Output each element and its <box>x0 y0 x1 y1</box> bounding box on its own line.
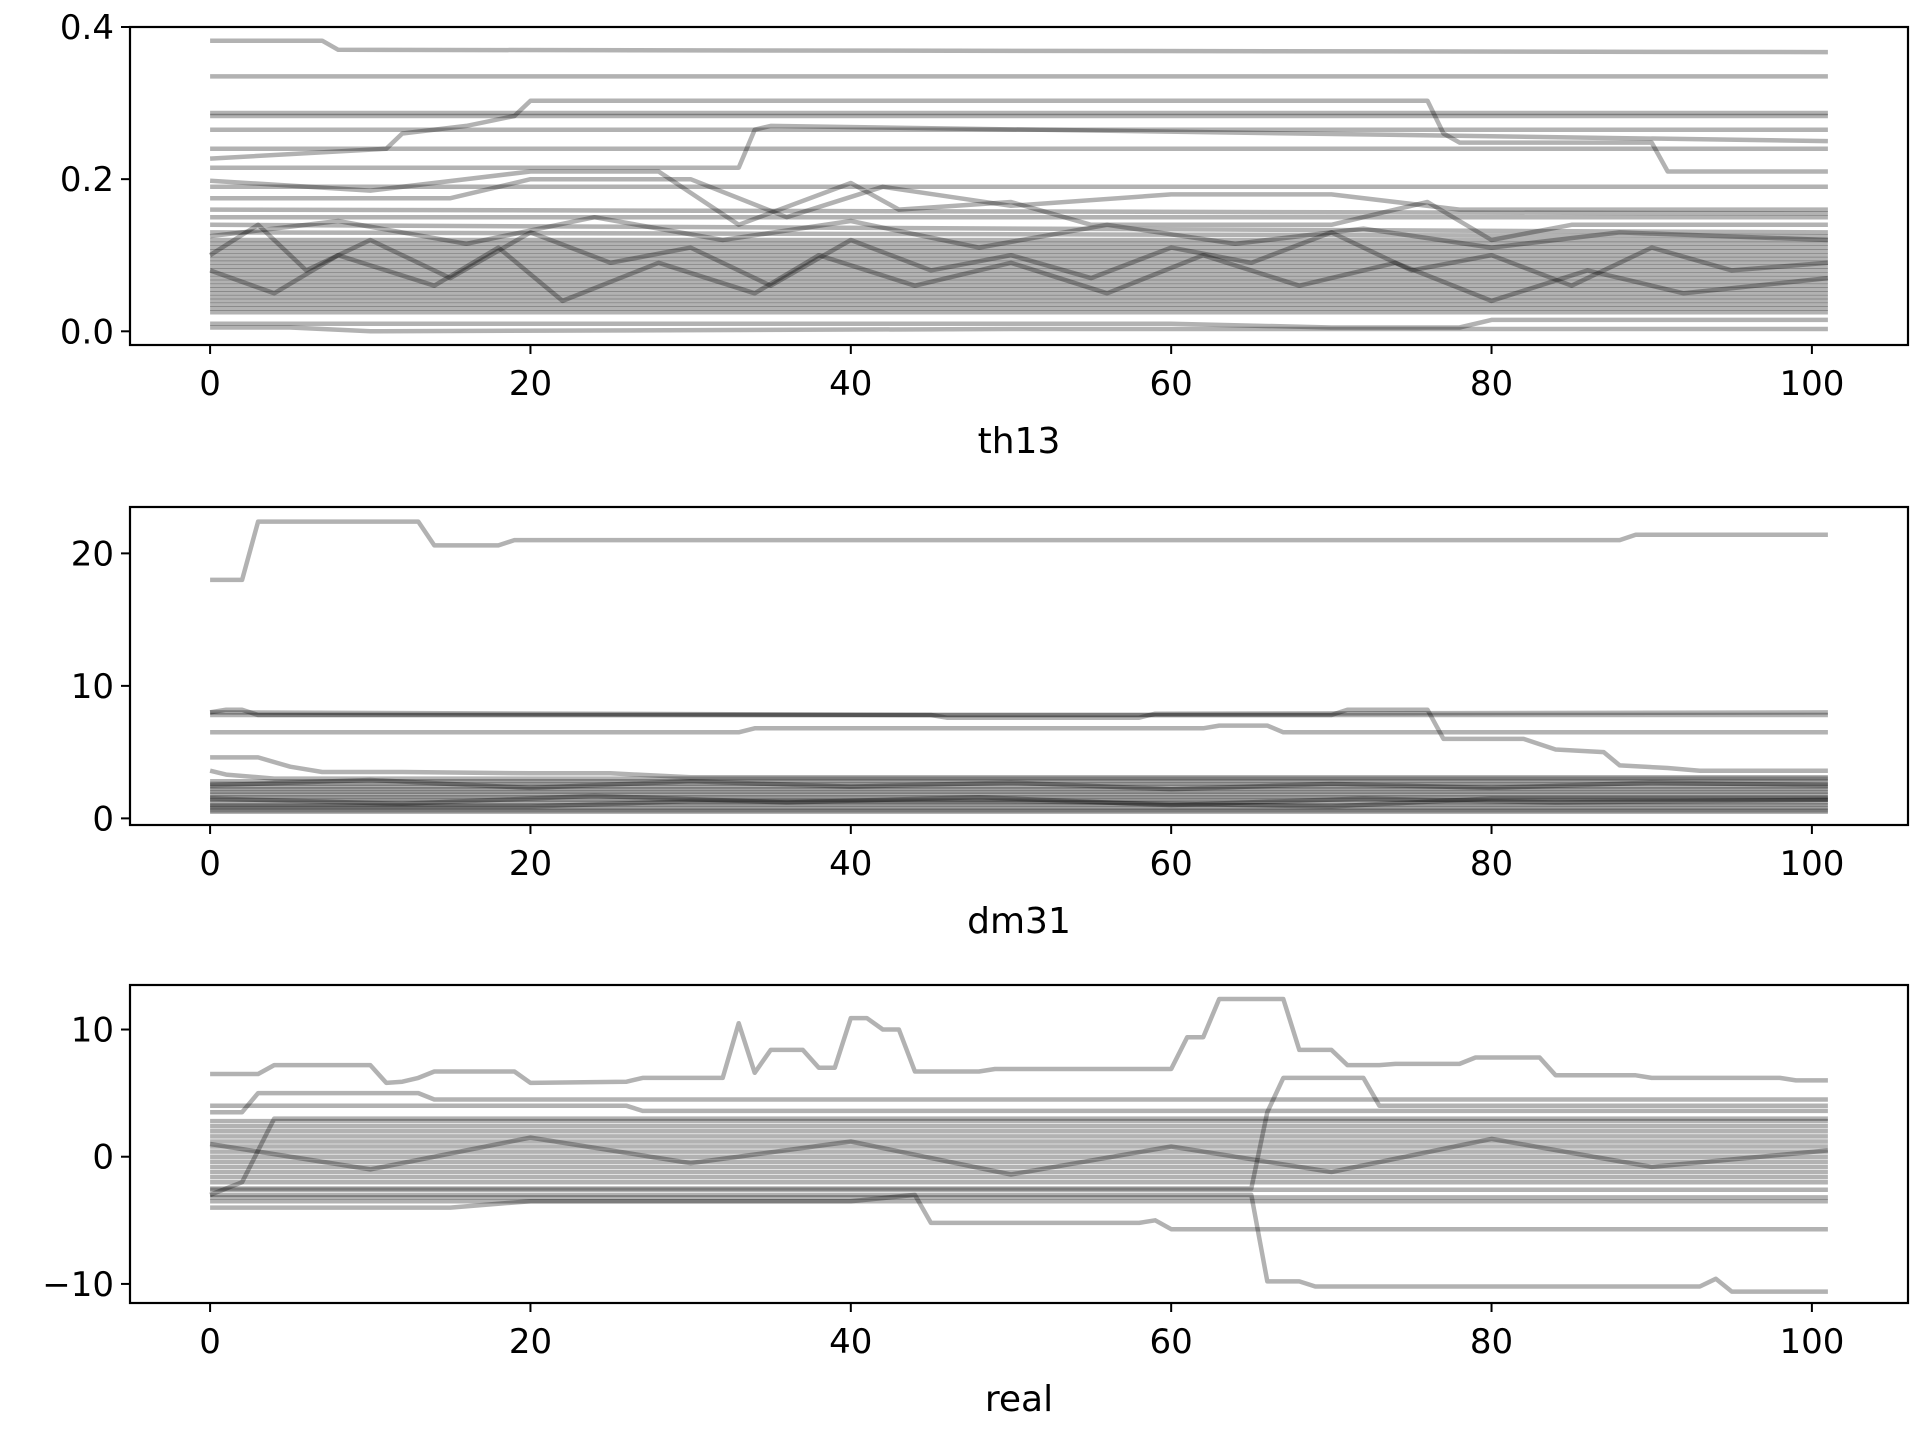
x-tick-label: 80 <box>1470 364 1513 404</box>
plot-frame <box>128 983 1910 1305</box>
series-line-14 <box>210 222 1828 235</box>
x-axis-label: real <box>985 1379 1053 1420</box>
y-tick-label: 0 <box>92 1138 114 1178</box>
x-tick-label: 80 <box>1470 1322 1513 1362</box>
series-line-6 <box>209 169 1828 243</box>
series-line-5 <box>210 755 1828 780</box>
series-line-23 <box>209 1135 1829 1177</box>
x-axis-label: th13 <box>978 421 1061 462</box>
series-line-1 <box>210 1090 1828 1115</box>
panel-real: 0 20 40 60 80 100 −10 0 10 real <box>42 983 1910 1420</box>
x-tick-label: 100 <box>1779 364 1844 404</box>
panel-dm31: 0 20 40 60 80 100 0 10 20 dm31 <box>71 505 1910 942</box>
x-tick-label: 60 <box>1150 1322 1193 1362</box>
plot-frame <box>128 505 1910 827</box>
series-line-36 <box>208 222 1829 288</box>
series-line-38 <box>210 176 1828 220</box>
series-line-7 <box>210 1075 1828 1191</box>
series-line-39 <box>209 214 1828 250</box>
series-line-22 <box>210 796 1828 809</box>
y-tick-label: 0.0 <box>60 312 114 352</box>
y-tick-label: 0.2 <box>60 160 114 200</box>
series-line-21 <box>210 793 1828 808</box>
y-tick-label: 20 <box>71 534 114 574</box>
series-group <box>209 996 1829 1294</box>
series-line-37 <box>209 245 1829 304</box>
series-line-6 <box>209 768 1828 781</box>
x-tick-label: 40 <box>829 844 872 884</box>
y-tick-label: 10 <box>71 667 114 707</box>
y-tick-label: 0.4 <box>60 8 114 48</box>
y-tick-label: −10 <box>42 1265 114 1305</box>
x-tick-label: 100 <box>1779 844 1844 884</box>
series-line-12 <box>210 207 1828 216</box>
x-tick-label: 0 <box>199 1322 221 1362</box>
series-line-0 <box>210 996 1828 1086</box>
series-line-6 <box>210 1192 1828 1294</box>
x-tick-label: 20 <box>509 364 552 404</box>
x-tick-label: 100 <box>1779 1322 1844 1362</box>
x-axis-label: dm31 <box>967 901 1071 942</box>
series-group <box>208 38 1829 334</box>
series-line-15 <box>210 230 1828 239</box>
series-line-4 <box>210 1198 1828 1210</box>
series-line-20 <box>210 777 1828 792</box>
x-tick-label: 0 <box>199 364 221 404</box>
series-line-5 <box>210 1192 1828 1232</box>
panel-th13: 0 20 40 60 80 100 0.0 0.2 0.4 th13 <box>60 8 1910 462</box>
series-line-2 <box>210 1103 1828 1114</box>
x-tick-label: 40 <box>829 364 872 404</box>
series-line-3 <box>210 723 1828 735</box>
series-line-4 <box>209 98 1828 174</box>
series-line-4 <box>210 710 1828 720</box>
x-tick-label: 60 <box>1150 844 1193 884</box>
series-line-10 <box>210 325 1828 334</box>
series-line-0 <box>210 519 1828 583</box>
x-tick-label: 0 <box>199 844 221 884</box>
series-line-11 <box>210 317 1828 330</box>
x-tick-label: 20 <box>509 844 552 884</box>
x-tick-label: 80 <box>1470 844 1513 884</box>
series-line-5 <box>210 123 1828 170</box>
x-tick-label: 20 <box>509 1322 552 1362</box>
series-line-0 <box>210 38 1828 55</box>
plot-frame <box>128 25 1910 347</box>
x-tick-label: 60 <box>1150 364 1193 404</box>
y-tick-label: 10 <box>71 1011 114 1051</box>
series-group <box>209 519 1828 815</box>
x-tick-label: 40 <box>829 1322 872 1362</box>
y-tick-label: 0 <box>92 799 114 839</box>
series-line-3 <box>209 1116 1828 1197</box>
series-line-1 <box>209 707 1828 773</box>
